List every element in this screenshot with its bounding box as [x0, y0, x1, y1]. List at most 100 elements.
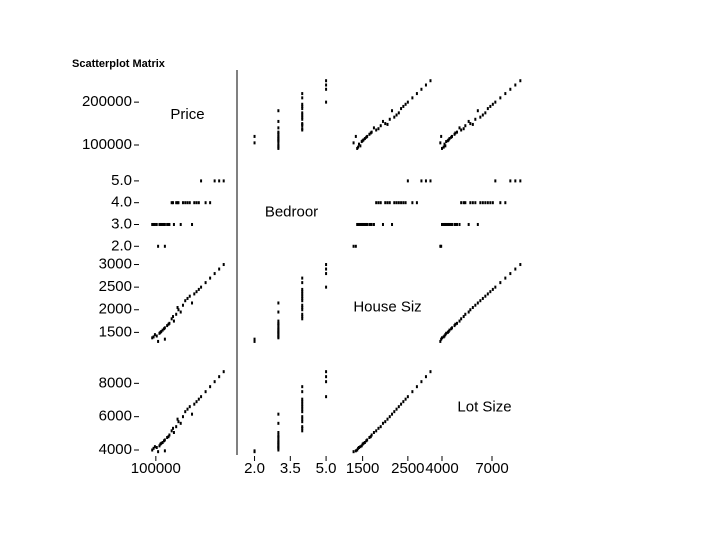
point [514, 83, 517, 87]
point [391, 222, 394, 226]
point [479, 299, 482, 303]
point [474, 303, 477, 307]
point [301, 415, 304, 419]
point [411, 96, 414, 100]
point [195, 290, 198, 294]
point [365, 135, 368, 139]
point [191, 222, 194, 226]
point [172, 201, 175, 205]
point [218, 375, 221, 379]
point [406, 179, 409, 183]
point [181, 415, 184, 419]
point [195, 400, 198, 404]
point [301, 127, 304, 131]
point [379, 201, 382, 205]
point [372, 431, 375, 434]
point [445, 331, 448, 335]
point [509, 87, 512, 91]
point [369, 435, 372, 439]
point [177, 308, 180, 312]
point [301, 385, 304, 389]
point [301, 111, 304, 115]
point [404, 201, 407, 205]
point [393, 410, 396, 414]
point [155, 222, 158, 226]
point [384, 122, 387, 126]
point [155, 446, 158, 449]
chart-title: Scatterplot Matrix [72, 58, 166, 70]
point [277, 140, 280, 144]
point [301, 107, 304, 111]
point [360, 140, 363, 144]
point [277, 336, 280, 340]
point [476, 222, 479, 226]
point [325, 263, 328, 267]
point [484, 294, 487, 298]
point [458, 319, 461, 323]
y-tick-label: 200000 [82, 93, 132, 110]
point [362, 222, 365, 226]
point [197, 287, 200, 291]
point [484, 201, 487, 205]
point [277, 327, 280, 331]
point [375, 128, 378, 132]
point [167, 222, 170, 226]
point [519, 179, 522, 183]
point [509, 179, 512, 183]
point [177, 420, 180, 424]
point [277, 135, 280, 139]
point [393, 201, 396, 205]
point [160, 441, 163, 445]
y-tick-label: 2000 [99, 301, 132, 318]
point [467, 310, 470, 314]
y-tick-label: 8000 [99, 374, 132, 391]
point [471, 122, 474, 126]
point [301, 402, 304, 406]
point [200, 395, 203, 399]
point [404, 102, 407, 106]
point [277, 119, 280, 123]
point [301, 290, 304, 294]
point [489, 290, 492, 294]
point [386, 201, 389, 205]
point [397, 405, 400, 409]
point [467, 119, 470, 123]
point [363, 222, 366, 226]
point [277, 435, 280, 439]
point [365, 222, 368, 226]
point [429, 79, 432, 83]
point [356, 222, 359, 226]
x-tick-label: 1500 [346, 460, 379, 477]
point [352, 141, 355, 145]
y-tick-label: 4.0 [111, 194, 132, 211]
y-tick-label: 6000 [99, 408, 132, 425]
point [404, 397, 407, 401]
point [442, 145, 445, 149]
point [486, 107, 489, 111]
point [358, 222, 360, 226]
point [277, 322, 280, 326]
point [170, 317, 173, 321]
point [195, 201, 198, 205]
point [447, 329, 450, 333]
point [277, 109, 280, 113]
point [222, 263, 225, 267]
point [186, 407, 189, 411]
point [161, 222, 164, 226]
point [395, 201, 398, 205]
point [494, 285, 497, 289]
point [447, 222, 450, 226]
point [476, 109, 479, 113]
point [514, 267, 517, 271]
point [166, 436, 169, 439]
x-tick-label: 5.0 [316, 460, 337, 477]
point [395, 407, 398, 411]
point [469, 308, 472, 312]
point [388, 201, 391, 205]
point [325, 272, 328, 276]
point [301, 317, 304, 321]
y-tick-label: 1500 [99, 323, 132, 340]
point [456, 222, 458, 226]
x-tick-label: 100000 [131, 460, 181, 477]
point [277, 126, 280, 130]
